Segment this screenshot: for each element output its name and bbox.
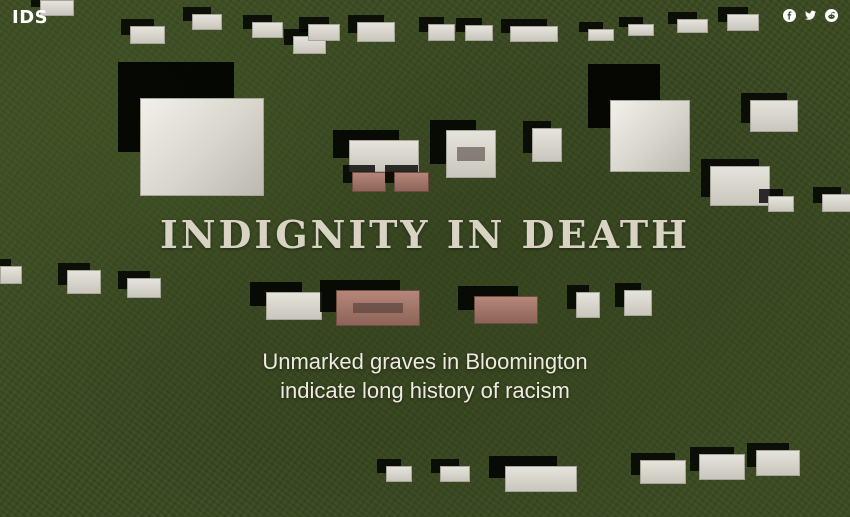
gravestone	[699, 454, 745, 480]
gravestone	[266, 292, 322, 320]
gravestone	[67, 270, 101, 294]
gravestone	[40, 0, 74, 16]
gravestone	[192, 14, 222, 30]
gravestone	[474, 296, 538, 324]
gravestone	[532, 128, 562, 162]
monument	[140, 98, 264, 196]
gravestone	[768, 196, 794, 212]
gravestone	[446, 130, 496, 178]
gravestone	[624, 290, 652, 316]
gravestone	[677, 19, 708, 33]
social-share-bar	[783, 9, 838, 22]
gravestone	[628, 24, 654, 36]
subtitle-line-1: Unmarked graves in Bloomington	[262, 349, 588, 374]
gravestone	[0, 266, 22, 284]
gravestone	[505, 466, 577, 492]
gravestone	[727, 14, 759, 31]
gravestone	[510, 26, 558, 42]
gravestone	[465, 25, 493, 41]
gravestone	[428, 24, 455, 41]
ids-logo[interactable]: IDS	[12, 7, 49, 28]
gravestone	[756, 450, 800, 476]
monument	[610, 100, 690, 172]
gravestone	[640, 460, 686, 484]
twitter-icon[interactable]	[804, 9, 817, 22]
gravestone	[130, 26, 165, 44]
gravestone	[357, 22, 395, 42]
reddit-icon[interactable]	[825, 9, 838, 22]
gravestone	[750, 100, 798, 132]
gravestone	[440, 466, 470, 482]
gravestone	[710, 166, 770, 206]
page-title: INDIGNITY IN DEATH	[159, 212, 691, 257]
subtitle-line-2: indicate long history of racism	[280, 378, 570, 403]
gravestone	[252, 22, 283, 38]
facebook-icon[interactable]	[783, 9, 796, 22]
gravestone	[127, 278, 161, 298]
gravestone	[308, 24, 340, 41]
gravestone	[822, 194, 850, 212]
gravestone	[576, 292, 600, 318]
gravestone-footstone	[352, 172, 386, 192]
gravestone	[386, 466, 412, 482]
gravestone	[349, 140, 419, 172]
page-subtitle: Unmarked graves in Bloomington indicate …	[0, 347, 850, 405]
gravestone	[336, 290, 420, 326]
gravestone-footstone	[394, 172, 429, 192]
gravestone	[588, 29, 614, 41]
